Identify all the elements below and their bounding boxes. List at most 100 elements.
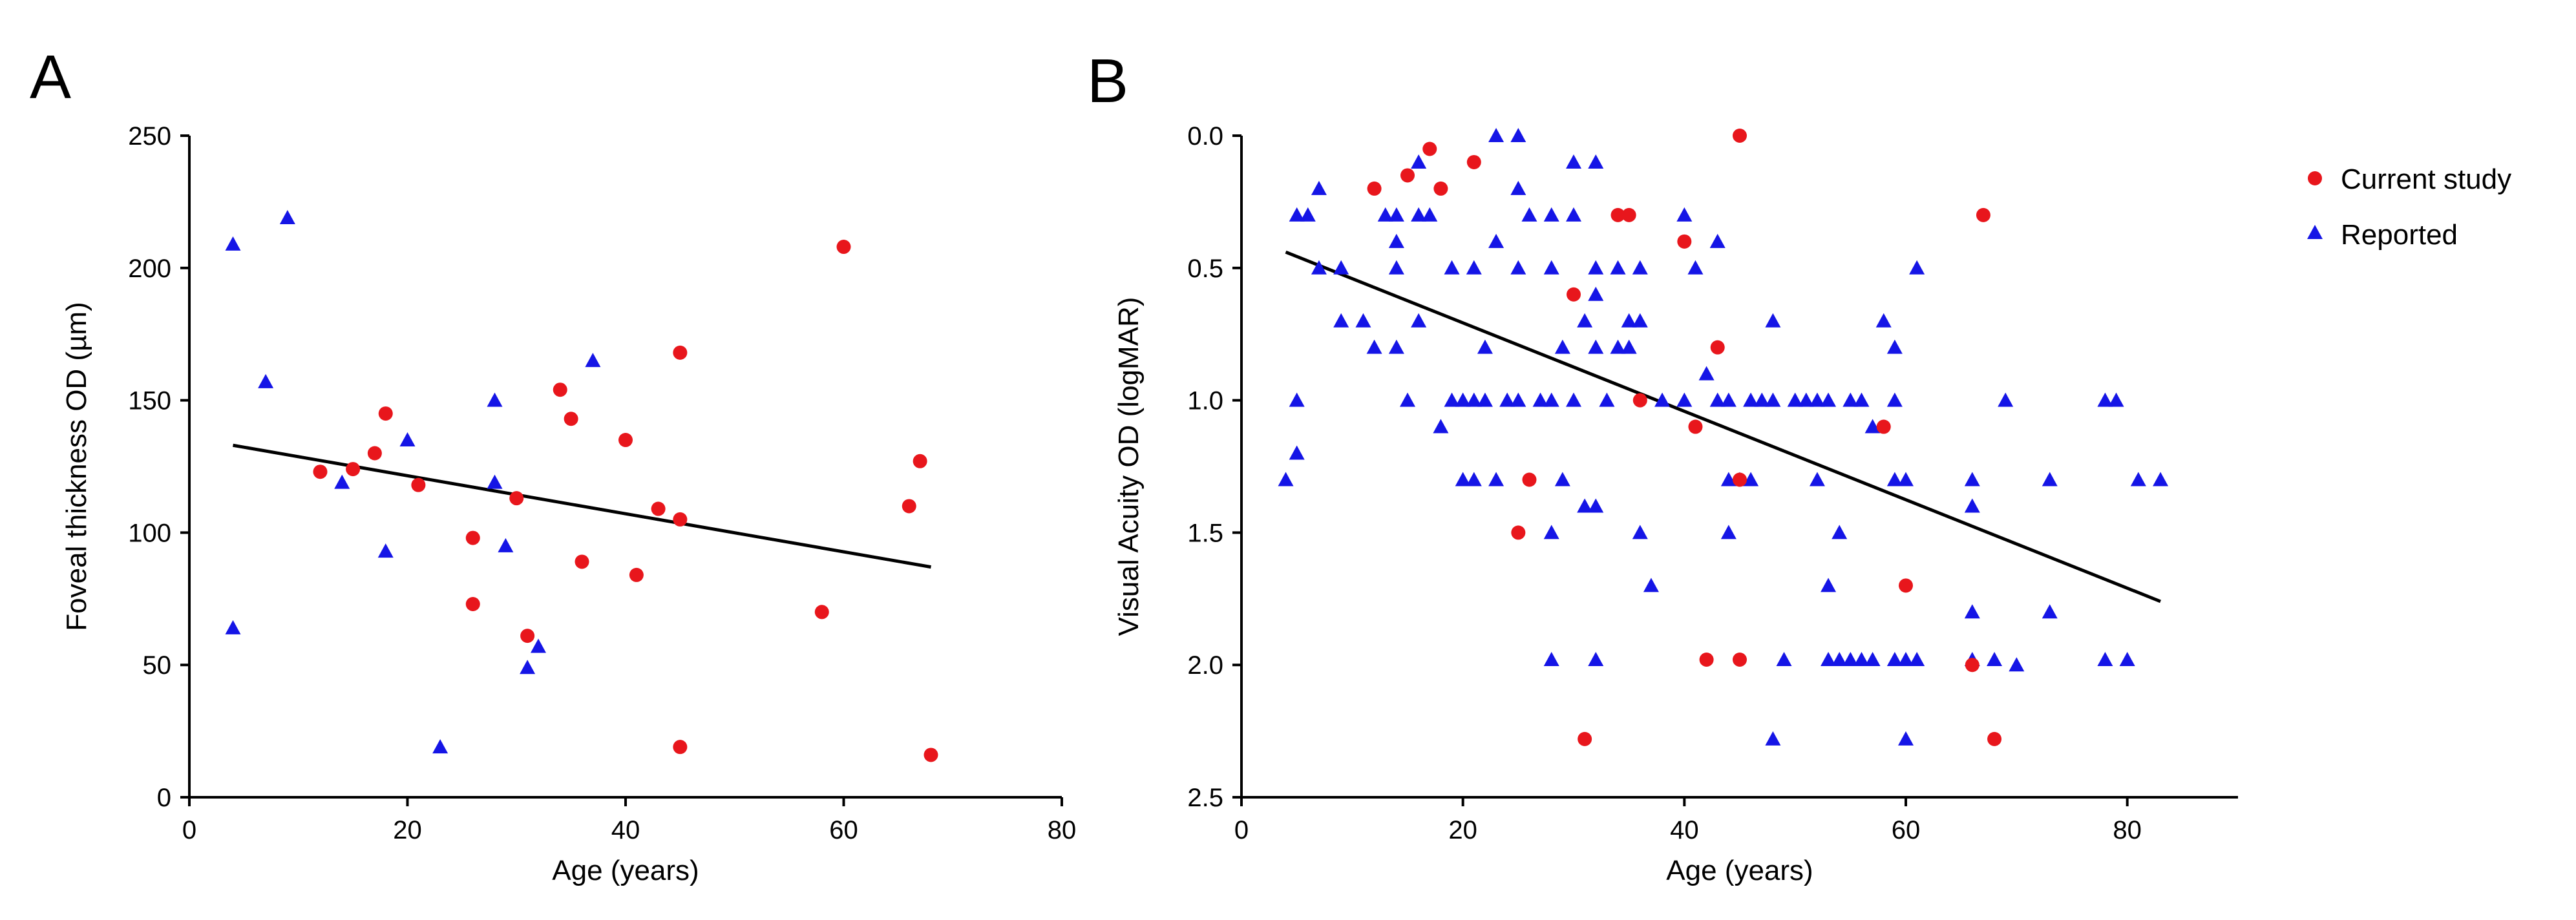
legend: Current study Reported: [2307, 163, 2511, 251]
data-point-reported: [1510, 128, 1526, 142]
y-tick-label: 2.0: [1187, 651, 1223, 680]
x-tick-label: 0: [1234, 816, 1249, 844]
data-point-current-study: [346, 462, 361, 477]
data-point-reported: [1610, 260, 1626, 275]
data-point-current-study: [575, 554, 589, 569]
data-point-reported: [1964, 498, 1980, 513]
data-point-reported: [1411, 207, 1427, 222]
data-point-reported: [1765, 392, 1781, 407]
data-point-current-study: [1511, 525, 1526, 540]
data-point-current-study: [902, 499, 916, 514]
x-tick-label: 80: [2113, 816, 2142, 844]
data-point-reported: [1289, 392, 1305, 407]
data-point-reported: [1388, 339, 1404, 354]
data-point-reported: [2130, 472, 2146, 486]
y-tick-label: 200: [128, 255, 171, 283]
y-tick-label: 1.0: [1187, 387, 1223, 415]
data-point-reported: [1898, 652, 1914, 667]
data-point-current-study: [1567, 287, 1581, 302]
data-point-reported: [1687, 260, 1704, 275]
panel-label-b: B: [1087, 47, 1128, 116]
data-point-reported: [1566, 392, 1581, 407]
data-point-current-study: [313, 465, 328, 479]
data-point-reported: [1720, 392, 1737, 407]
data-point-reported: [1433, 419, 1449, 434]
data-point-reported: [1842, 652, 1859, 667]
data-point-reported: [1776, 652, 1792, 667]
data-point-current-study: [1710, 340, 1725, 355]
y-tick-label: 250: [128, 122, 171, 151]
data-point-reported: [1289, 445, 1305, 460]
legend-label-reported: Reported: [2341, 219, 2458, 251]
data-point-reported: [1388, 207, 1404, 222]
data-point-reported: [585, 353, 601, 368]
data-point-reported: [1388, 233, 1404, 248]
y-tick-label: 0.5: [1187, 255, 1223, 283]
data-point-reported: [1898, 731, 1914, 746]
data-point-reported: [1411, 313, 1427, 328]
data-point-reported: [1521, 207, 1537, 222]
data-point-current-study: [673, 512, 688, 527]
x-tick-label: 80: [1048, 816, 1077, 844]
data-point-reported: [225, 236, 241, 251]
data-point-reported: [1543, 392, 1559, 407]
data-point-reported: [1821, 578, 1837, 592]
data-point-reported: [1355, 313, 1371, 328]
chart-panel-b: 0 20 40 60 80 0.0 0.5 1.0 1.5 2.0 2.5 Age (years) Vi…: [1113, 122, 2238, 886]
x-tick-label: 20: [393, 816, 422, 844]
data-point-current-study: [1400, 168, 1415, 183]
data-point-current-study: [1876, 419, 1891, 434]
x-tick-label: 40: [1670, 816, 1699, 844]
data-point-current-study: [836, 240, 851, 255]
data-point-reported: [1455, 472, 1471, 486]
data-point-reported: [1554, 472, 1570, 486]
panel-label-a: A: [30, 43, 71, 112]
data-point-current-study: [1433, 181, 1448, 196]
data-point-reported: [1809, 392, 1825, 407]
data-point-reported: [1588, 154, 1604, 169]
data-point-reported: [1588, 260, 1604, 275]
data-point-reported: [1333, 313, 1349, 328]
x-tick-label: 60: [1892, 816, 1921, 844]
data-point-reported: [1366, 339, 1382, 354]
data-point-current-study: [520, 629, 535, 643]
data-point-reported: [1510, 392, 1526, 407]
y-axis-title: Foveal thickness OD (µm): [61, 302, 92, 631]
data-point-reported: [1898, 472, 1914, 486]
data-point-reported: [1543, 525, 1559, 539]
data-point-reported: [1709, 392, 1726, 407]
data-point-reported: [1577, 498, 1593, 513]
data-point-current-study: [924, 748, 938, 762]
data-point-reported: [1400, 392, 1415, 407]
data-point-current-study: [1632, 393, 1647, 408]
data-point-reported: [1875, 313, 1892, 328]
y-tick-label: 2.5: [1187, 784, 1223, 812]
data-point-reported: [1621, 313, 1637, 328]
data-point-reported: [1987, 652, 2003, 667]
data-point-reported: [1300, 207, 1316, 222]
regression-line: [1285, 250, 2161, 603]
data-point-reported: [1377, 207, 1393, 222]
y-tick-label: 0.0: [1187, 122, 1223, 151]
data-point-reported: [1566, 154, 1581, 169]
data-point-reported: [1654, 392, 1671, 407]
data-point-current-study: [465, 530, 480, 545]
data-point-current-study: [651, 501, 666, 516]
data-point-reported: [1444, 392, 1460, 407]
data-point-reported: [1488, 472, 1504, 486]
data-point-reported: [2042, 472, 2058, 486]
data-point-current-study: [814, 605, 829, 620]
data-point-reported: [1787, 392, 1803, 407]
data-point-reported: [1709, 233, 1726, 248]
data-point-reported: [1543, 207, 1559, 222]
data-point-current-study: [564, 412, 578, 426]
data-point-reported: [2108, 392, 2124, 407]
data-point-reported: [1632, 313, 1648, 328]
data-point-reported: [1466, 472, 1482, 486]
data-point-current-study: [411, 477, 426, 492]
data-point-reported: [1278, 472, 1294, 486]
data-point-current-study: [1733, 653, 1747, 667]
y-tick-label: 1.5: [1187, 519, 1223, 547]
data-point-reported: [520, 660, 536, 674]
data-point-reported: [1909, 260, 1925, 275]
